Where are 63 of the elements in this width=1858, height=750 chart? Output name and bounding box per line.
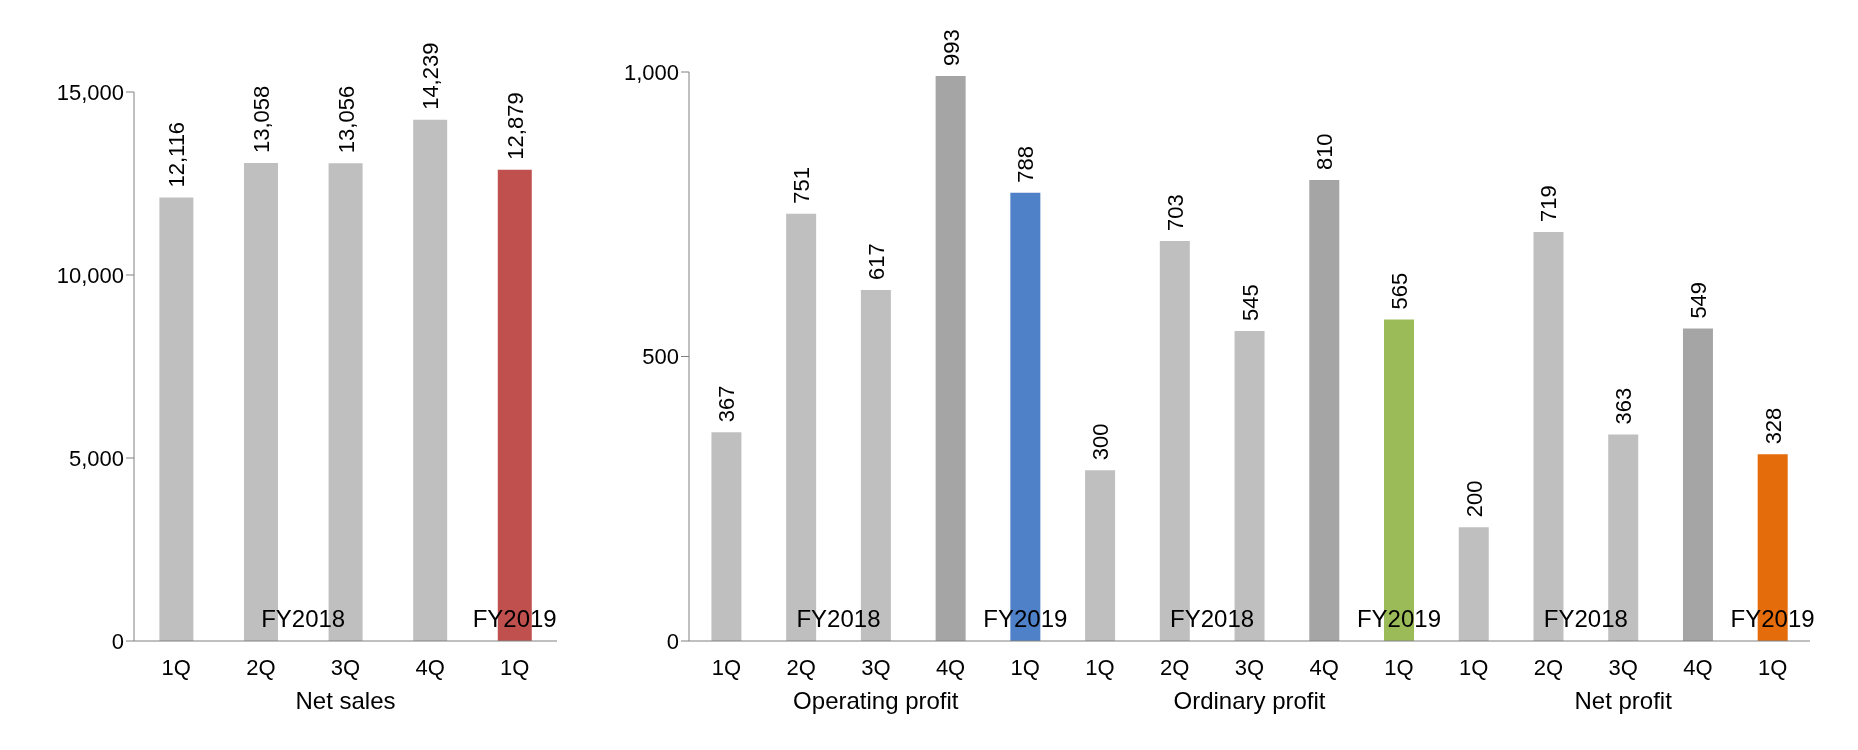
bar — [1309, 180, 1340, 641]
x-tick-label: 3Q — [330, 654, 361, 680]
y-tick-label: 0 — [666, 628, 679, 654]
data-label: 810 — [1312, 133, 1338, 171]
y-tick-label: 0 — [111, 628, 124, 654]
data-label: 549 — [1685, 281, 1711, 319]
text: Net profit — [1574, 687, 1672, 715]
bar — [1682, 328, 1713, 641]
data-label: 300 — [1088, 423, 1114, 461]
annotation: FY2018 — [1170, 605, 1255, 633]
x-tick-label: 1Q — [1757, 654, 1788, 680]
data-label: 751 — [789, 166, 815, 204]
x-axis-title: Net sales — [295, 687, 396, 715]
y-tick-label: 10,000 — [56, 262, 124, 288]
annotation: FY2018 — [261, 605, 346, 633]
data-label: 13,056 — [333, 85, 359, 154]
x-tick-label: 2Q — [1533, 654, 1564, 680]
x-tick-label: 3Q — [1234, 654, 1265, 680]
data-label: 13,058 — [248, 85, 274, 154]
y-tick-label: 15,000 — [56, 79, 124, 105]
x-tick-label: 3Q — [1608, 654, 1638, 680]
data-label: 545 — [1237, 284, 1263, 321]
text: Ordinary profit — [1173, 687, 1326, 715]
data-label: 565 — [1387, 272, 1413, 310]
data-label: 200 — [1461, 480, 1487, 518]
data-label: 993 — [938, 29, 964, 66]
data-label: 719 — [1536, 185, 1562, 222]
annotation: FY2018 — [1543, 605, 1628, 633]
bar — [159, 197, 194, 641]
x-tick-label: 3Q — [861, 654, 891, 680]
data-label: 363 — [1611, 387, 1637, 425]
text: Operating profit — [793, 687, 959, 715]
data-label: 788 — [1013, 145, 1039, 183]
x-tick-label: 1Q — [1459, 654, 1489, 680]
bar — [711, 432, 742, 641]
x-tick-label: 2Q — [246, 654, 276, 680]
annotation: FY2018 — [796, 605, 881, 633]
bar — [413, 119, 448, 641]
bar — [1085, 470, 1116, 641]
x-tick-label: 2Q — [1160, 654, 1190, 680]
x-tick-label: 2Q — [786, 654, 816, 680]
x-tick-label: 4Q — [415, 654, 445, 680]
x-tick-label: 1Q — [1085, 654, 1115, 680]
x-tick-label: 1Q — [711, 654, 742, 680]
x-tick-label: 4Q — [1683, 654, 1713, 680]
y-tick-label: 500 — [642, 344, 679, 370]
data-label: 328 — [1760, 407, 1786, 445]
y-tick-label: 5,000 — [68, 445, 124, 471]
data-label: 12,116 — [164, 121, 190, 188]
x-tick-label: 4Q — [935, 654, 966, 680]
x-tick-label: 4Q — [1309, 654, 1339, 680]
data-label: 12,879 — [502, 92, 528, 160]
bar — [935, 75, 966, 641]
data-label: 617 — [863, 243, 889, 280]
data-label: 14,239 — [418, 42, 444, 110]
x-tick-label: 1Q — [1010, 654, 1040, 680]
bar — [1458, 527, 1489, 641]
x-tick-label: 1Q — [1384, 654, 1414, 680]
data-label: 703 — [1162, 194, 1188, 231]
x-tick-label: 1Q — [500, 654, 530, 680]
y-tick-label: 1,000 — [623, 59, 679, 85]
data-label: 367 — [714, 385, 740, 423]
x-tick-label: 1Q — [161, 654, 191, 680]
